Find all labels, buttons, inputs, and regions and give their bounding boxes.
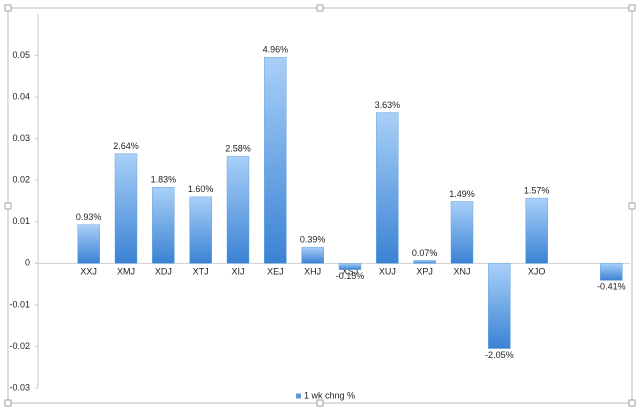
bar <box>488 263 511 349</box>
value-label: 0.93% <box>76 212 102 222</box>
x-tick-label: XPJ <box>416 267 433 277</box>
x-tick-label: XDJ <box>155 267 172 277</box>
value-label: 2.64% <box>113 141 139 151</box>
x-tick-label: XNJ <box>453 267 470 277</box>
y-tick-label: -0.01 <box>9 299 30 309</box>
value-label: 2.58% <box>225 143 251 153</box>
value-label: 1.49% <box>449 189 475 199</box>
y-tick-label: 0.02 <box>12 175 30 185</box>
y-tick-label: 0.05 <box>12 50 30 60</box>
x-tick-label: XJO <box>528 267 546 277</box>
bar <box>189 196 212 264</box>
bar <box>600 263 623 281</box>
x-tick-label: XSJ <box>342 267 359 277</box>
y-tick-label: 0 <box>25 258 30 268</box>
bar <box>77 224 100 264</box>
value-label: 1.83% <box>151 175 177 185</box>
y-tick-label: -0.02 <box>9 341 30 351</box>
bar <box>264 57 287 264</box>
bar <box>525 197 548 264</box>
x-tick-label: XEJ <box>267 267 284 277</box>
bar <box>226 155 250 264</box>
legend-label: 1 wk chng % <box>304 390 355 400</box>
bar <box>301 246 324 264</box>
y-tick-label: 0.03 <box>12 133 30 143</box>
bar <box>152 187 175 264</box>
y-tick-label: 0.04 <box>12 91 30 101</box>
x-tick-label: XMJ <box>117 267 135 277</box>
x-tick-label: XTJ <box>193 267 209 277</box>
bar <box>114 153 138 264</box>
legend-swatch <box>296 393 301 399</box>
value-label: 1.60% <box>188 184 214 194</box>
x-tick-label: XHJ <box>304 267 321 277</box>
bar <box>338 263 362 270</box>
bar <box>376 112 399 264</box>
value-label: 1.57% <box>524 185 550 195</box>
x-tick-label: XXJ <box>80 267 97 277</box>
x-tick-label: XUJ <box>379 267 396 277</box>
value-label: 0.07% <box>412 248 438 258</box>
value-label: -2.05% <box>485 350 514 360</box>
value-label: 0.39% <box>300 235 326 245</box>
selection-handles <box>4 4 636 407</box>
value-label: 3.63% <box>375 100 401 110</box>
value-label: -0.41% <box>597 282 626 292</box>
bar <box>413 260 436 264</box>
bar <box>450 201 474 264</box>
x-tick-label: XIJ <box>231 267 244 277</box>
y-tick-label: 0.01 <box>12 216 30 226</box>
value-label: 4.96% <box>263 45 289 55</box>
value-label: -0.15% <box>336 271 365 281</box>
y-tick-label: -0.03 <box>9 382 30 392</box>
